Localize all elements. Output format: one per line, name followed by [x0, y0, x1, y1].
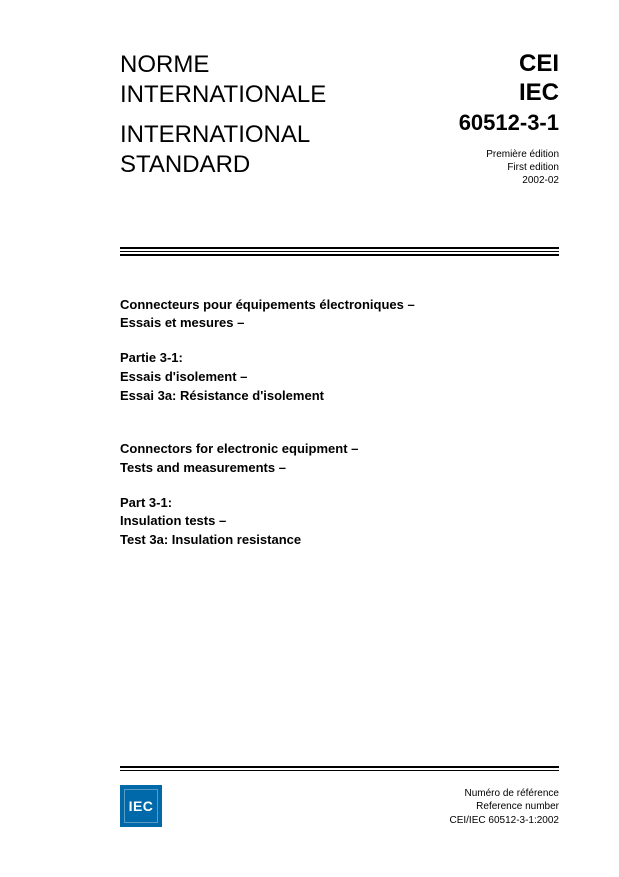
page-content: NORME INTERNATIONALE INTERNATIONAL STAND…: [120, 50, 559, 827]
edition-fr: Première édition: [459, 148, 559, 161]
title-en-line2: Tests and measurements –: [120, 459, 559, 478]
norme-line2: INTERNATIONALE: [120, 80, 326, 110]
footer-rule: [120, 766, 559, 771]
title-en-group2: Part 3-1: Insulation tests – Test 3a: In…: [120, 494, 559, 551]
footer: IEC Numéro de référence Reference number…: [120, 766, 559, 827]
title-en-line3: Part 3-1:: [120, 494, 559, 513]
title-fr-group2: Partie 3-1: Essais d'isolement – Essai 3…: [120, 349, 559, 406]
title-en-line1: Connectors for electronic equipment –: [120, 440, 559, 459]
title-fr-line2: Essais et mesures –: [120, 314, 559, 333]
standard-number: 60512-3-1: [459, 110, 559, 136]
standard-line1: INTERNATIONAL: [120, 120, 326, 150]
title-en-line5: Test 3a: Insulation resistance: [120, 531, 559, 550]
title-fr-line3: Partie 3-1:: [120, 349, 559, 368]
top-rule: [120, 247, 559, 256]
edition-block: Première édition First edition 2002-02: [459, 148, 559, 187]
ref-label-fr: Numéro de référence: [449, 787, 559, 801]
reference-block: Numéro de référence Reference number CEI…: [449, 787, 559, 828]
title-en-line4: Insulation tests –: [120, 512, 559, 531]
title-fr-line5: Essai 3a: Résistance d'isolement: [120, 387, 559, 406]
norme-line1: NORME: [120, 50, 326, 80]
title-block: Connecteurs pour équipements électroniqu…: [120, 296, 559, 550]
ref-label-en: Reference number: [449, 800, 559, 814]
iec-logo: IEC: [120, 785, 162, 827]
org-code-en: IEC: [459, 79, 559, 108]
title-fr-line4: Essais d'isolement –: [120, 368, 559, 387]
edition-date: 2002-02: [459, 174, 559, 187]
iec-logo-text: IEC: [129, 798, 154, 814]
header-left: NORME INTERNATIONALE INTERNATIONAL STAND…: [120, 50, 326, 180]
header: NORME INTERNATIONALE INTERNATIONAL STAND…: [120, 50, 559, 187]
title-fr-line1: Connecteurs pour équipements électroniqu…: [120, 296, 559, 315]
org-code-fr: CEI: [459, 50, 559, 79]
ref-number: CEI/IEC 60512-3-1:2002: [449, 814, 559, 828]
edition-en: First edition: [459, 161, 559, 174]
title-en-group1: Connectors for electronic equipment – Te…: [120, 440, 559, 478]
header-right: CEI IEC 60512-3-1 Première édition First…: [459, 50, 559, 187]
standard-line2: STANDARD: [120, 150, 326, 180]
title-fr-group1: Connecteurs pour équipements électroniqu…: [120, 296, 559, 334]
